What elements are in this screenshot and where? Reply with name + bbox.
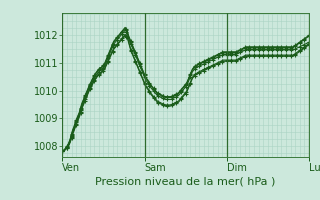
X-axis label: Pression niveau de la mer( hPa ): Pression niveau de la mer( hPa ) — [95, 177, 276, 187]
